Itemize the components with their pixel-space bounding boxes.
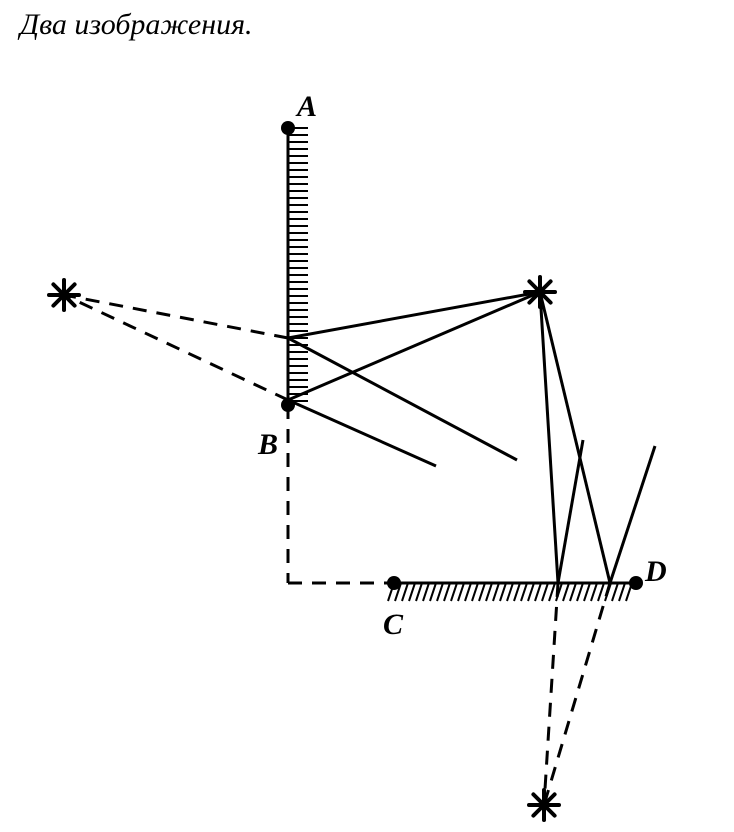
label-C: C: [383, 608, 403, 642]
label-D: D: [645, 555, 667, 589]
label-B: B: [258, 428, 278, 462]
optics-diagram: [0, 0, 734, 832]
label-A: A: [297, 90, 317, 124]
